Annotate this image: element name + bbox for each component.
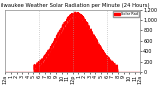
Title: Milwaukee Weather Solar Radiation per Minute (24 Hours): Milwaukee Weather Solar Radiation per Mi… <box>0 3 150 8</box>
Legend: Solar Rad: Solar Rad <box>113 11 139 17</box>
